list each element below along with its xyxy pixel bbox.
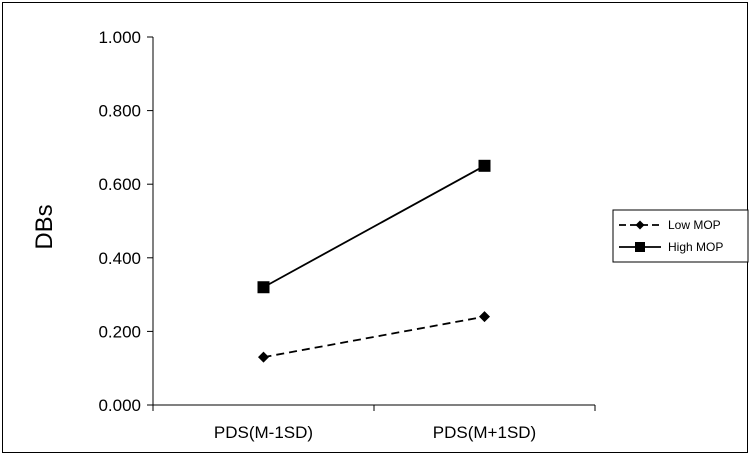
data-point [478, 159, 491, 172]
y-tick-label: 0.600 [98, 175, 141, 194]
data-point [257, 281, 270, 294]
series-line-low-mop [263, 315, 485, 359]
x-tick-label: PDS(M+1SD) [433, 423, 536, 442]
legend-label: Low MOP [668, 218, 721, 232]
y-axis-label: DBs [31, 204, 58, 249]
y-tick-label: 0.000 [98, 396, 141, 415]
y-tick-label: 0.200 [98, 322, 141, 341]
data-point [479, 311, 490, 323]
series-line-high-mop [263, 165, 485, 289]
legend-box [612, 209, 749, 263]
x-tick-label: PDS(M-1SD) [214, 423, 313, 442]
series-group [257, 159, 491, 363]
y-ticks: 0.000 0.200 0.400 0.600 0.800 1.000 [98, 28, 153, 415]
legend-item-high-mop: High MOP [619, 240, 723, 254]
legend-item-low-mop: Low MOP [619, 218, 721, 232]
x-ticks: PDS(M-1SD) PDS(M+1SD) [152, 405, 596, 442]
series-low-mop [258, 311, 490, 363]
y-tick-label: 1.000 [98, 28, 141, 47]
series-high-mop [257, 159, 491, 294]
data-point [258, 351, 269, 363]
legend-marker [635, 242, 645, 252]
y-tick-label: 0.400 [98, 249, 141, 268]
legend-label: High MOP [668, 240, 723, 254]
legend: Low MOP High MOP [612, 209, 749, 263]
legend-marker [635, 220, 645, 230]
axes: 0.000 0.200 0.400 0.600 0.800 1.000 PDS(M-1SD… [98, 28, 596, 442]
y-tick-label: 0.800 [98, 102, 141, 121]
